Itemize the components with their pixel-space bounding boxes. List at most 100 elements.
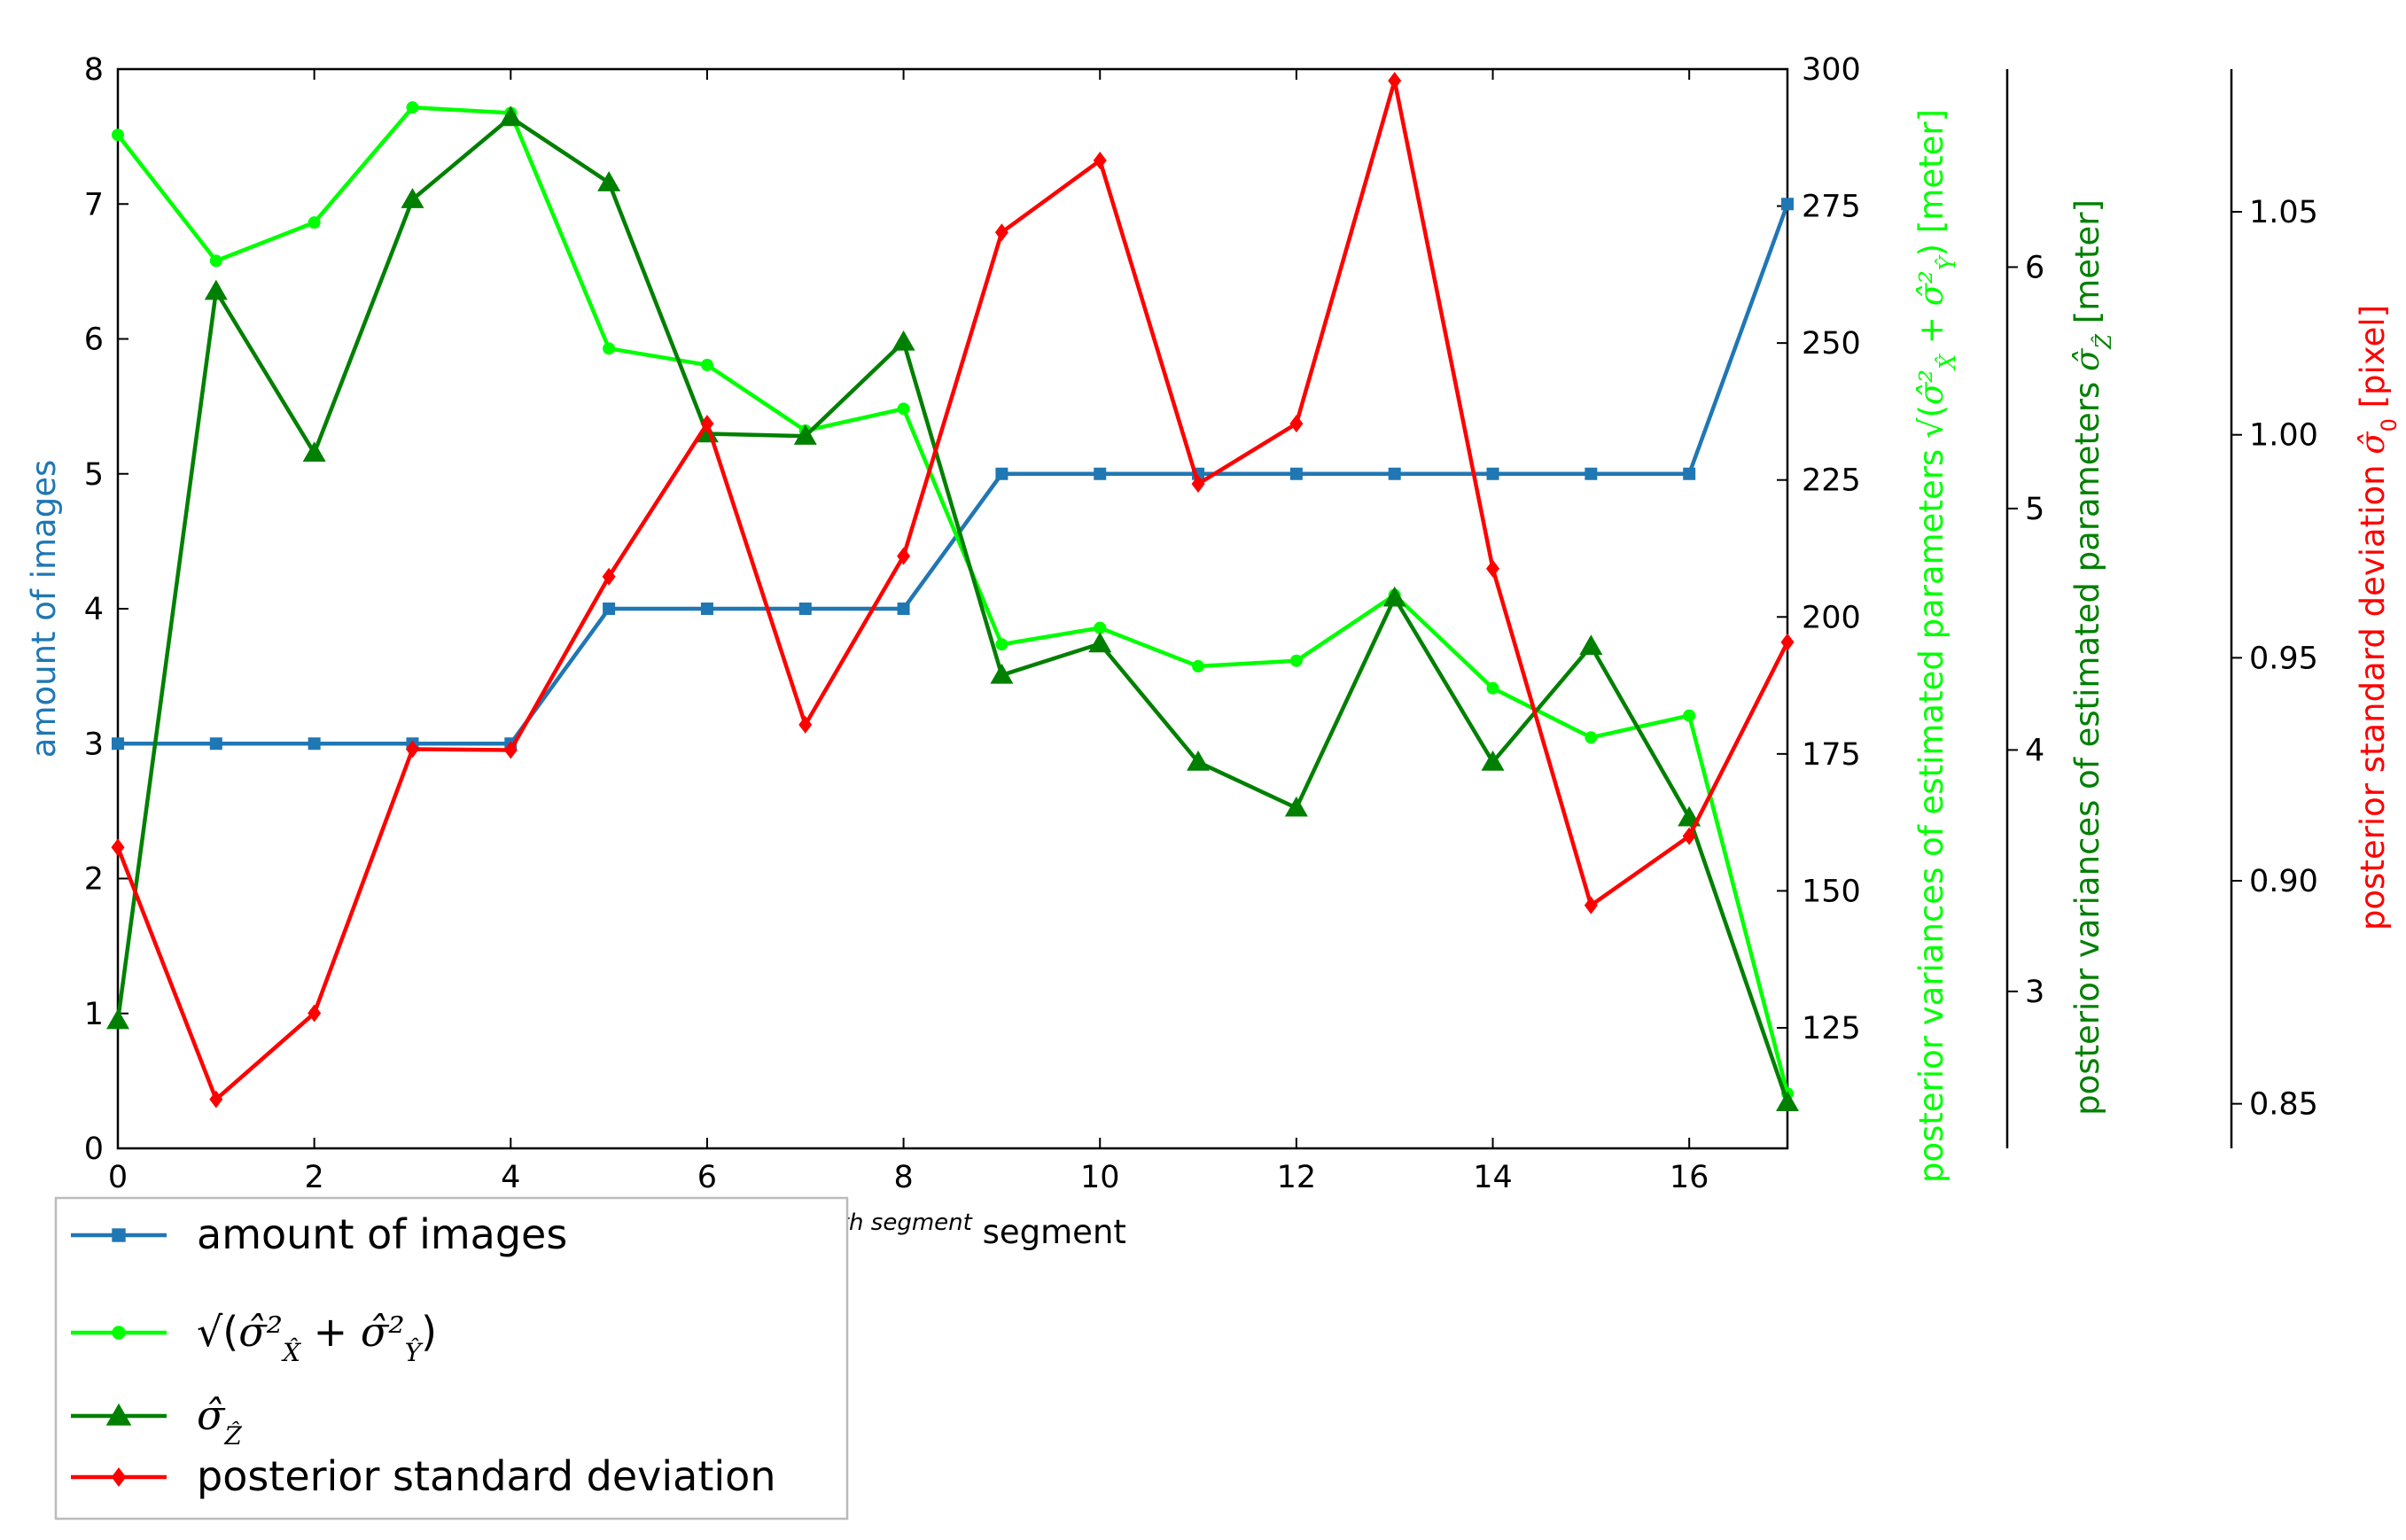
data-point xyxy=(112,737,124,751)
data-point xyxy=(897,402,910,416)
x-tick-label: 8 xyxy=(893,1160,913,1195)
data-point xyxy=(1187,751,1211,771)
data-point xyxy=(1780,633,1795,651)
series-line xyxy=(115,115,1790,1103)
series-line xyxy=(115,78,1790,1101)
legend-swatch-marker xyxy=(112,1326,126,1340)
data-point xyxy=(1289,415,1304,433)
legend-label: posterior standard deviation xyxy=(197,1452,775,1500)
right1-tick-label: 225 xyxy=(1802,463,1861,499)
series-layer xyxy=(106,72,1799,1111)
right1-tick-label: 200 xyxy=(1802,600,1861,635)
x-tick-label: 16 xyxy=(1670,1160,1709,1195)
series-0 xyxy=(112,198,1794,751)
x-tick-label: 10 xyxy=(1080,1160,1120,1195)
right1-tick-label: 250 xyxy=(1802,326,1861,362)
data-point xyxy=(798,715,813,734)
data-point xyxy=(1088,632,1112,653)
right3-tick-label: 1.00 xyxy=(2249,418,2318,454)
series-1 xyxy=(112,101,1794,1101)
data-point xyxy=(1093,152,1107,170)
data-point xyxy=(1481,751,1505,771)
right2-tick-label: 3 xyxy=(2025,975,2044,1010)
left-tick-label: 3 xyxy=(84,727,104,762)
data-point xyxy=(990,663,1014,684)
data-point xyxy=(1289,654,1303,667)
left-tick-label: 0 xyxy=(84,1132,104,1167)
legend-label: amount of images xyxy=(197,1210,567,1258)
data-point xyxy=(602,567,616,586)
right1-tick-label: 150 xyxy=(1802,874,1861,909)
data-point xyxy=(308,216,321,229)
data-point xyxy=(111,838,125,857)
data-point xyxy=(209,254,222,268)
data-point xyxy=(1781,198,1794,211)
data-point xyxy=(994,223,1008,242)
left-tick-label: 4 xyxy=(84,592,104,627)
right3-tick-label: 0.95 xyxy=(2249,641,2318,676)
data-point xyxy=(1382,586,1406,607)
data-point xyxy=(1094,621,1107,634)
right3-axis-label: posterior standard deviation σ̂0 [pixel] xyxy=(2354,305,2402,930)
left-axis-label: amount of images xyxy=(25,460,63,758)
data-point xyxy=(308,1004,322,1023)
data-point xyxy=(1486,467,1499,480)
data-point xyxy=(401,188,424,208)
data-point xyxy=(209,1090,223,1108)
data-point xyxy=(700,358,713,371)
data-point xyxy=(1388,467,1401,480)
data-point xyxy=(1486,559,1500,578)
legend: amount of images √(σ̂²X̂ + σ̂²Ŷ) σ̂Ẑposter… xyxy=(54,1196,849,1521)
x-tick-label: 12 xyxy=(1277,1160,1317,1195)
left-tick-label: 7 xyxy=(84,187,104,222)
data-point xyxy=(209,737,222,751)
x-tick-label: 14 xyxy=(1473,1160,1513,1195)
data-point xyxy=(1585,731,1598,744)
series-2 xyxy=(106,105,1799,1111)
data-point xyxy=(112,128,124,142)
right2-tick-label: 5 xyxy=(2025,492,2044,527)
left-tick-label: 5 xyxy=(84,457,104,493)
left-tick-label: 2 xyxy=(84,862,104,898)
data-point xyxy=(1683,709,1696,722)
data-point xyxy=(1289,467,1303,480)
data-point xyxy=(892,330,915,351)
right2-axis-label: posterior variances of estimated paramet… xyxy=(2068,199,2116,1116)
data-point xyxy=(1682,827,1696,845)
right1-tick-label: 125 xyxy=(1802,1011,1861,1046)
x-tick-label: 0 xyxy=(108,1160,128,1195)
x-tick-label: 6 xyxy=(697,1160,717,1195)
legend-swatch-marker xyxy=(112,1228,126,1242)
series-line xyxy=(116,105,1790,1094)
data-point xyxy=(603,342,616,355)
data-point xyxy=(793,424,817,445)
legend-box xyxy=(54,1196,849,1521)
data-point xyxy=(897,603,910,615)
data-point xyxy=(1388,72,1402,90)
x-tick-label: 2 xyxy=(305,1160,324,1195)
right2-tick-label: 6 xyxy=(2025,250,2044,285)
legend-label: √(σ̂²X̂ + σ̂²Ŷ) xyxy=(197,1308,437,1367)
right3-tick-label: 0.90 xyxy=(2249,864,2318,899)
data-point xyxy=(503,741,518,759)
right2-tick-label: 4 xyxy=(2025,733,2044,768)
series-3 xyxy=(111,72,1795,1108)
data-point xyxy=(1584,896,1598,914)
x-tick-label: 4 xyxy=(501,1160,520,1195)
data-point xyxy=(302,441,326,462)
data-point xyxy=(1579,634,1603,655)
data-point xyxy=(1585,467,1598,480)
data-point xyxy=(204,279,228,300)
data-point xyxy=(1191,475,1205,494)
legend-swatch-marker xyxy=(105,1403,132,1426)
data-point xyxy=(1284,796,1308,817)
right1-tick-label: 300 xyxy=(1802,52,1861,88)
data-point xyxy=(1776,1091,1799,1111)
right1-axis-label: posterior variances of estimated paramet… xyxy=(1912,109,1960,1183)
left-tick-label: 6 xyxy=(84,323,104,358)
data-point xyxy=(308,737,321,751)
right1-tick-label: 175 xyxy=(1802,737,1861,773)
axes-layer: 0246810121416the ith segment segment0123… xyxy=(25,52,2402,1251)
data-point xyxy=(405,740,419,758)
